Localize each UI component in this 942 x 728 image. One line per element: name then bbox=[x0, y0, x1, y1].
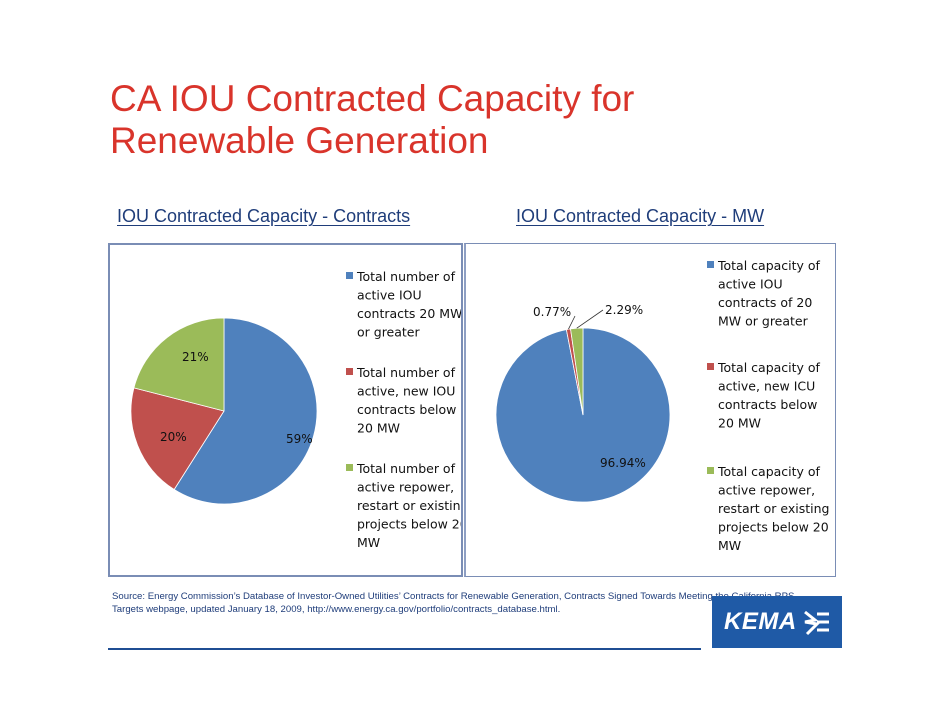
slide-title: CA IOU Contracted Capacity for Renewable… bbox=[110, 78, 810, 162]
mw-legend-swatch-3 bbox=[707, 467, 714, 474]
contracts-legend-entry-1: Total number of active IOU contracts 20 MW… bbox=[356, 269, 461, 340]
contracts-pct-label-3: 21% bbox=[182, 350, 209, 364]
contracts-pie-slice-3 bbox=[133, 317, 225, 412]
contracts-pie-slice-2 bbox=[130, 387, 225, 491]
slide-title-line-1: CA IOU Contracted Capacity for bbox=[110, 78, 635, 119]
mw-chart-heading: IOU Contracted Capacity - MW bbox=[516, 206, 765, 226]
mw-pct-label-1: 96.94% bbox=[600, 456, 646, 470]
kema-logo-text: KEMA bbox=[724, 608, 797, 635]
contracts-pie-panel: 59% 20% 21% Total number of active IOU contra… bbox=[108, 243, 463, 577]
contracts-pct-label-1: 59% bbox=[286, 432, 313, 446]
contracts-pie-chart: 59% 20% 21% Total number of active IOU contra… bbox=[130, 269, 461, 550]
slide-title-line-2: Renewable Generation bbox=[110, 120, 489, 161]
contracts-legend-swatch-1 bbox=[346, 272, 353, 279]
mw-pie-panel: 96.94% 0.77% 2.29% Total capacity of active … bbox=[464, 243, 836, 577]
source-note: Source: Energy Commission’s Database of … bbox=[112, 591, 795, 615]
mw-legend-entry-2: Total capacity of active, new ICU contract… bbox=[717, 360, 821, 431]
mw-legend-entry-3: Total capacity of active repower, restart … bbox=[717, 464, 830, 553]
contracts-legend-entry-2: Total number of active, new IOU contracts … bbox=[356, 365, 456, 436]
mw-pie-chart: 96.94% 0.77% 2.29% Total capacity of active … bbox=[495, 258, 830, 553]
footer-rule bbox=[108, 648, 701, 650]
mw-legend-swatch-1 bbox=[707, 261, 714, 268]
contracts-chart-heading: IOU Contracted Capacity - Contracts bbox=[117, 206, 411, 226]
mw-pct-label-3: 2.29% bbox=[605, 303, 643, 317]
mw-legend-entry-1: Total capacity of active IOU contracts of … bbox=[717, 258, 821, 329]
mw-legend-swatch-2 bbox=[707, 363, 714, 370]
mw-leader-line-3 bbox=[576, 309, 604, 329]
contracts-legend-entry-3: Total number of active repower, restart or… bbox=[356, 461, 461, 550]
mw-leader-line-2 bbox=[568, 315, 576, 330]
contracts-pie-slice-1 bbox=[173, 317, 318, 505]
contracts-pct-label-2: 20% bbox=[160, 430, 187, 444]
contracts-legend-swatch-2 bbox=[346, 368, 353, 375]
kema-mark-icon bbox=[803, 610, 829, 636]
mw-pct-label-2: 0.77% bbox=[533, 305, 571, 319]
kema-logo: KEMA bbox=[712, 596, 842, 648]
contracts-legend-swatch-3 bbox=[346, 464, 353, 471]
